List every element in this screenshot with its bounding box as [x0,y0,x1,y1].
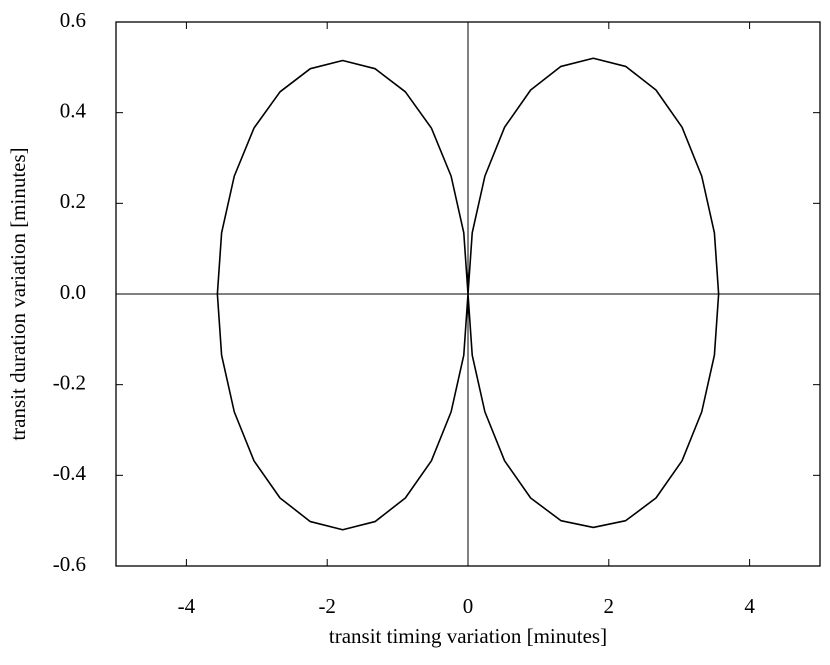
y-tick-label: 0.0 [60,280,86,304]
y-tick-label: -0.6 [53,552,86,576]
x-tick-label: 2 [604,594,615,618]
x-tick-label: -2 [318,594,336,618]
x-tick-label: 0 [463,594,474,618]
curve [216,57,720,531]
x-tick-label: -4 [178,594,196,618]
y-tick-label: 0.6 [60,8,86,32]
y-tick-label: -0.2 [53,370,86,394]
x-tick-label: 4 [744,594,755,618]
y-tick-label: 0.4 [60,98,87,122]
x-axis-label: transit timing variation [minutes] [329,624,607,648]
y-tick-label: 0.2 [60,189,86,213]
y-axis-label: transit duration variation [minutes] [6,147,30,440]
y-tick-label: -0.4 [53,461,87,485]
